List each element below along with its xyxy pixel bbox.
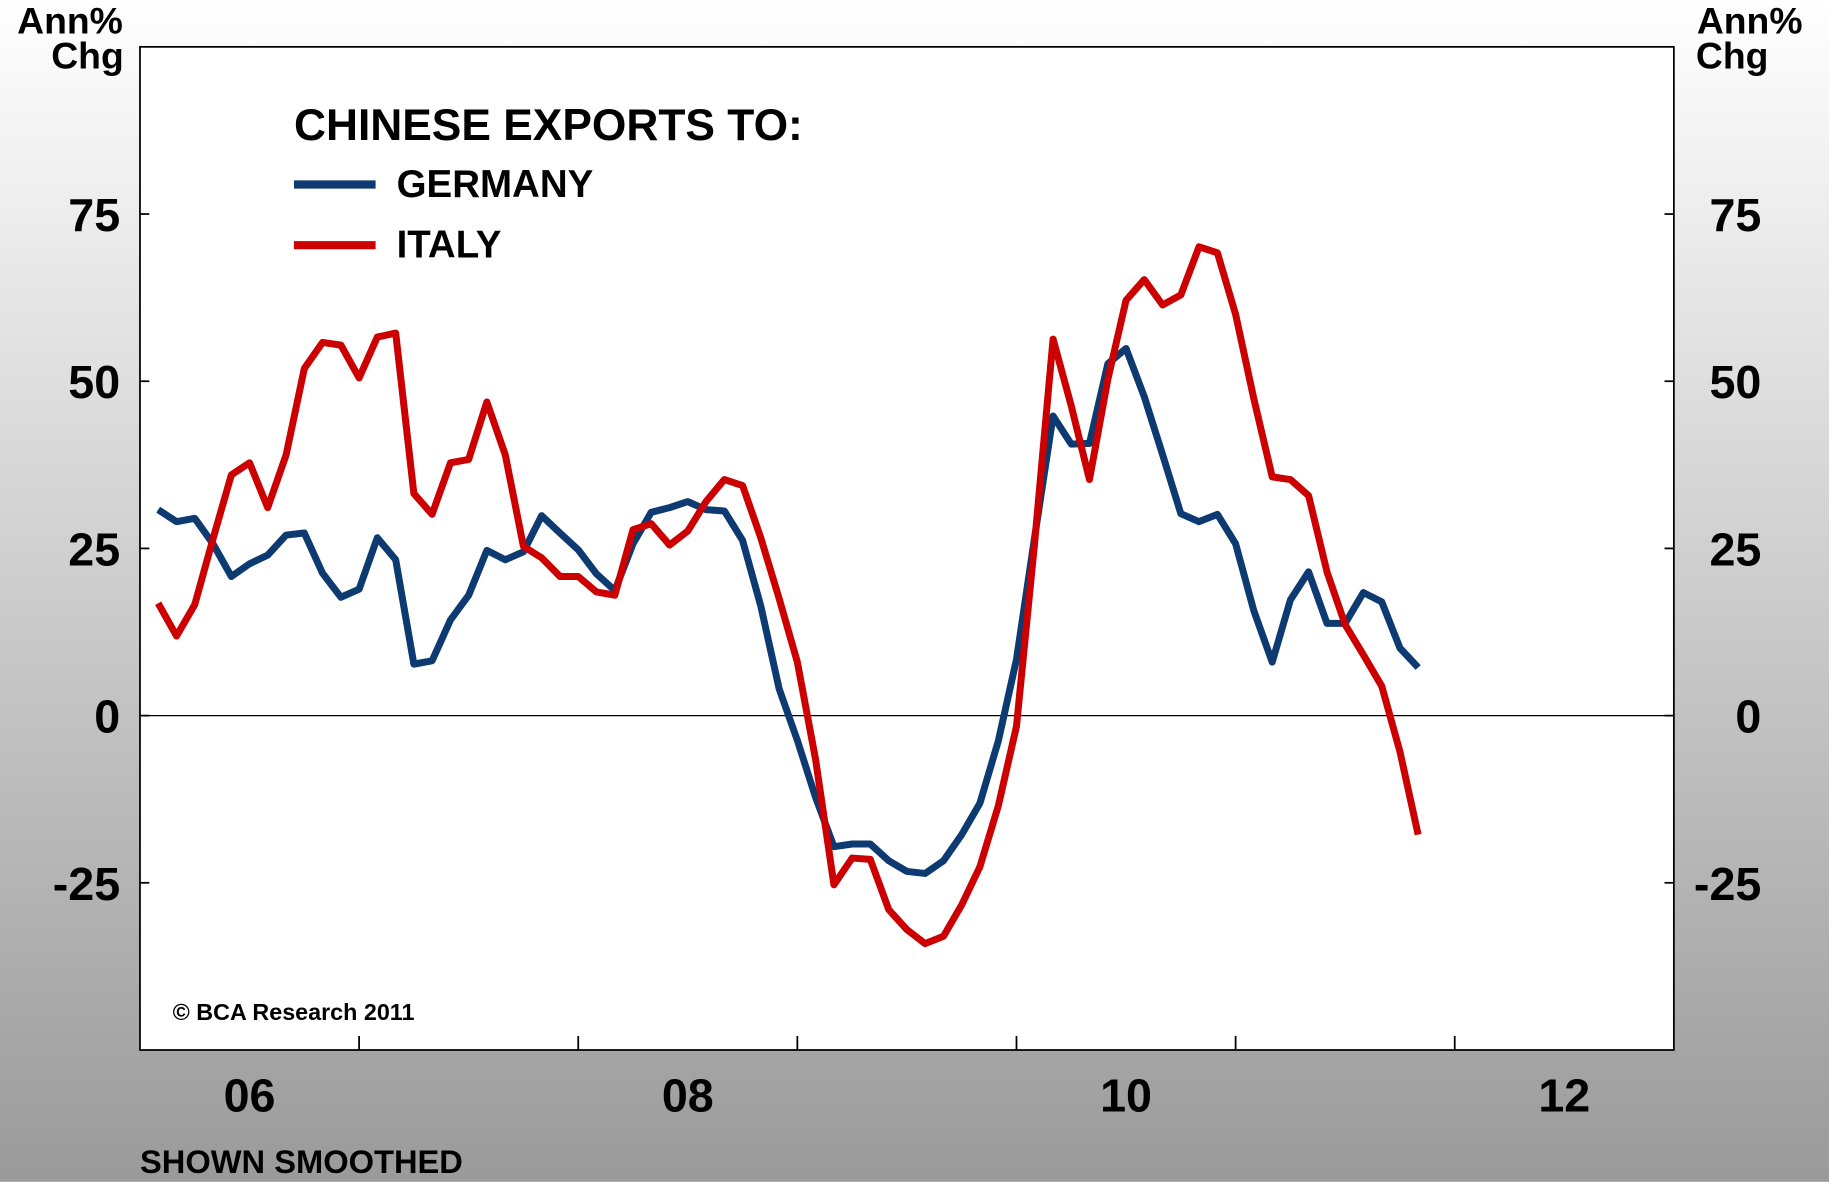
y2-tick-label: 75 <box>1709 189 1761 241</box>
y-tick-label: -25 <box>53 858 120 910</box>
line-series <box>156 344 1421 877</box>
y2-tick-label: 25 <box>1709 523 1761 575</box>
x-tick-label: 12 <box>1538 1069 1590 1121</box>
y2-tick-label: 50 <box>1709 356 1761 408</box>
y-label: Chg <box>51 34 124 76</box>
plot-area <box>139 45 1675 1051</box>
y2-tick-label: 0 <box>1735 691 1761 743</box>
x-tick-label: 10 <box>1100 1069 1152 1121</box>
legend-label: ITALY <box>397 224 502 267</box>
y2-label: Chg <box>1696 34 1769 76</box>
y-tick-label: 75 <box>68 189 120 241</box>
legend-title: CHINESE EXPORTS TO: <box>294 101 803 150</box>
copyright: © BCA Research 2011 <box>173 999 415 1025</box>
y-tick-label: 0 <box>94 691 120 743</box>
x-tick-label: 06 <box>224 1069 276 1121</box>
note: SHOWN SMOOTHED <box>140 1143 463 1180</box>
y-label: Ann% <box>17 0 123 41</box>
line-series <box>155 243 1422 948</box>
y2-label: Ann% <box>1697 0 1803 41</box>
y2-tick-label: -25 <box>1694 858 1761 910</box>
x-tick-label: 08 <box>662 1069 714 1121</box>
y-tick-label: 25 <box>68 523 120 575</box>
y-tick-label: 50 <box>68 356 120 408</box>
legend-label: GERMANY <box>397 163 594 206</box>
